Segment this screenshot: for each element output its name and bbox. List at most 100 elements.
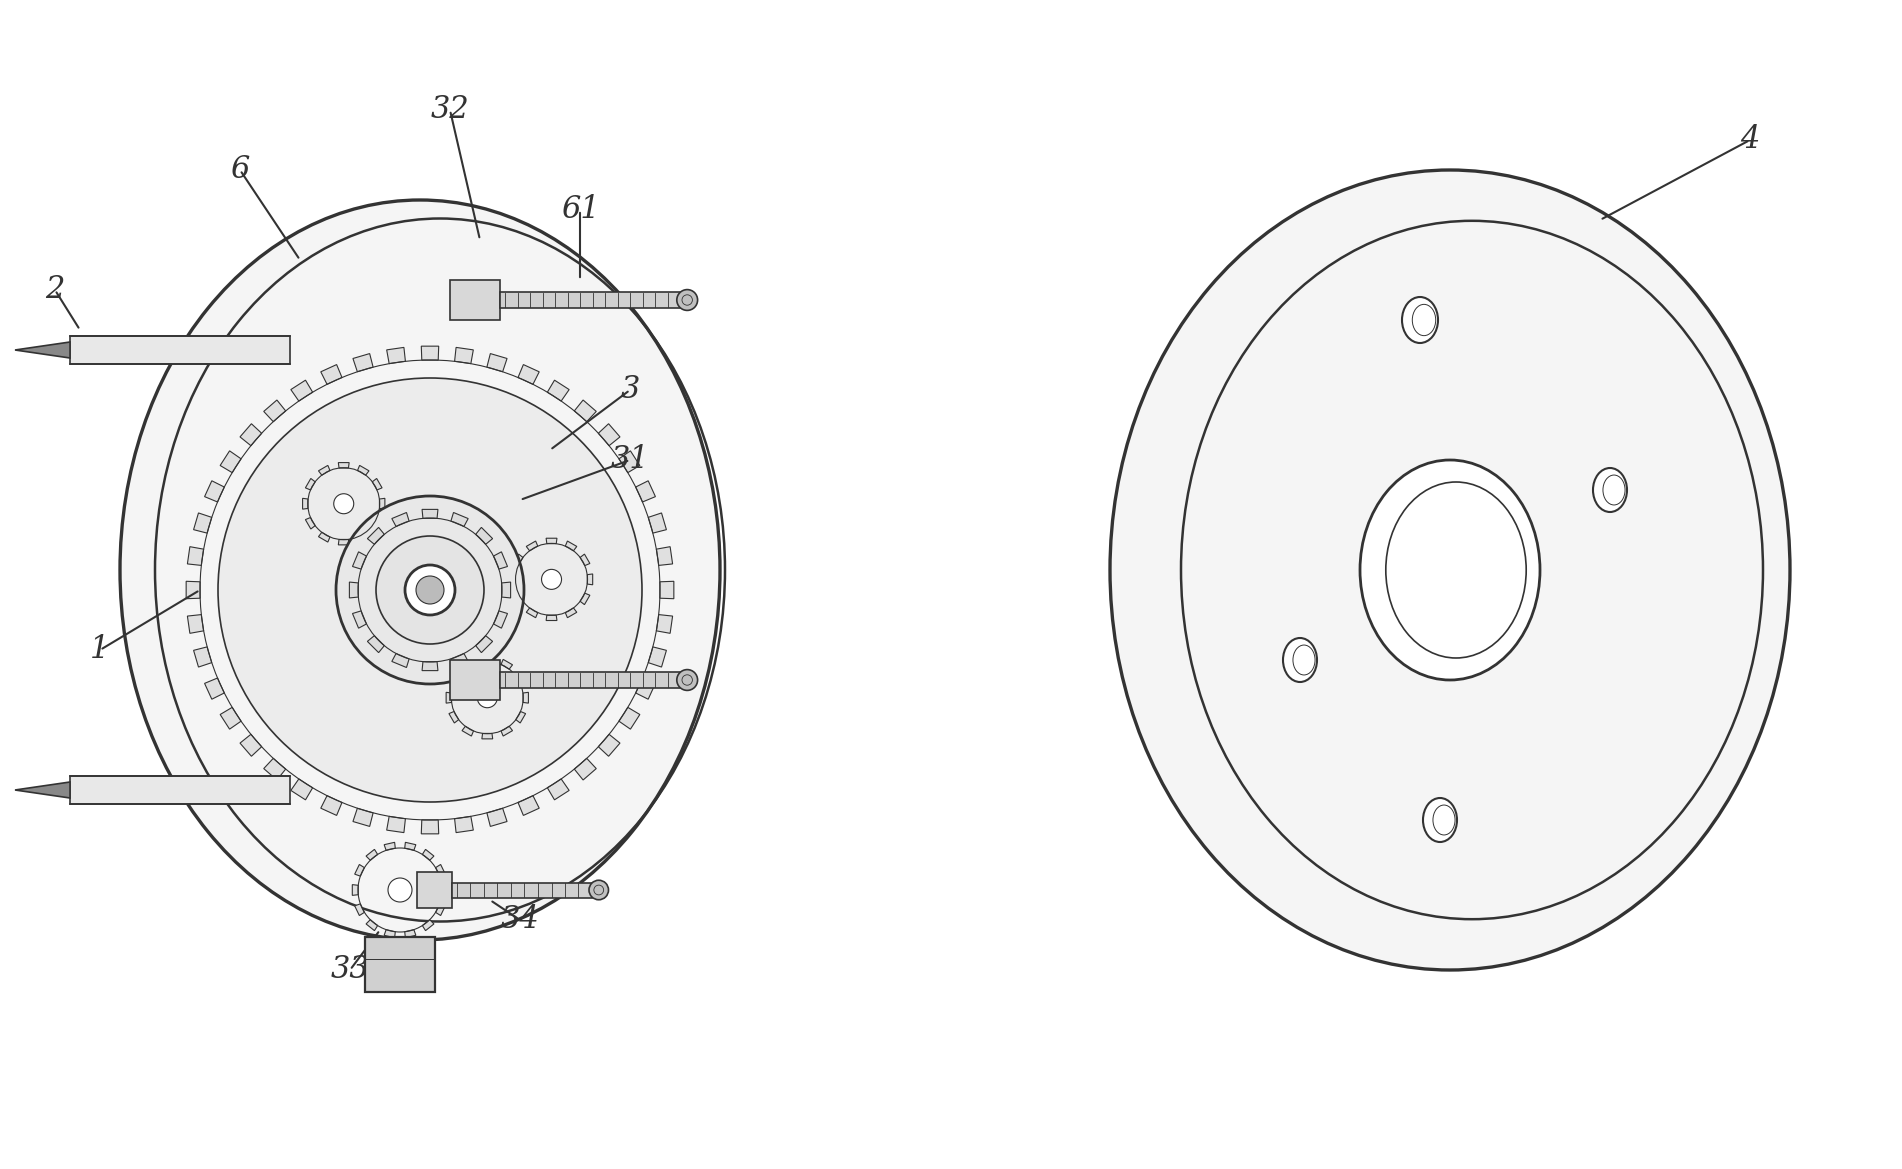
Polygon shape bbox=[422, 920, 434, 931]
Polygon shape bbox=[548, 380, 569, 401]
Polygon shape bbox=[441, 885, 447, 895]
Bar bbox=[70, 336, 289, 364]
Polygon shape bbox=[373, 518, 382, 530]
Polygon shape bbox=[367, 527, 384, 545]
Polygon shape bbox=[15, 343, 70, 358]
Polygon shape bbox=[365, 920, 378, 931]
Polygon shape bbox=[635, 480, 656, 502]
Polygon shape bbox=[321, 365, 342, 385]
Polygon shape bbox=[635, 678, 656, 699]
Circle shape bbox=[377, 537, 483, 644]
Polygon shape bbox=[339, 539, 350, 545]
Polygon shape bbox=[476, 527, 493, 545]
Polygon shape bbox=[422, 510, 437, 518]
Polygon shape bbox=[352, 885, 358, 895]
Polygon shape bbox=[373, 478, 382, 490]
Text: 32: 32 bbox=[430, 95, 470, 125]
Polygon shape bbox=[367, 636, 384, 652]
Polygon shape bbox=[291, 779, 312, 800]
Bar bbox=[451, 281, 500, 320]
Polygon shape bbox=[462, 659, 474, 669]
Polygon shape bbox=[455, 816, 474, 832]
Polygon shape bbox=[462, 726, 474, 736]
Polygon shape bbox=[221, 707, 242, 729]
Polygon shape bbox=[318, 465, 329, 475]
Polygon shape bbox=[384, 929, 396, 938]
Polygon shape bbox=[436, 904, 445, 915]
Polygon shape bbox=[188, 547, 204, 566]
Polygon shape bbox=[240, 423, 262, 445]
Polygon shape bbox=[318, 532, 329, 542]
Bar bbox=[451, 660, 500, 700]
Polygon shape bbox=[487, 353, 508, 372]
Circle shape bbox=[677, 670, 698, 691]
Circle shape bbox=[417, 576, 443, 604]
Polygon shape bbox=[15, 782, 70, 798]
Bar bbox=[417, 872, 453, 908]
Ellipse shape bbox=[1402, 297, 1438, 343]
Polygon shape bbox=[546, 538, 557, 544]
Circle shape bbox=[590, 880, 609, 900]
Polygon shape bbox=[515, 672, 525, 684]
Polygon shape bbox=[291, 380, 312, 401]
Polygon shape bbox=[350, 582, 358, 597]
Ellipse shape bbox=[1423, 798, 1457, 842]
Polygon shape bbox=[405, 929, 417, 938]
Polygon shape bbox=[588, 574, 593, 584]
Polygon shape bbox=[221, 451, 242, 472]
Ellipse shape bbox=[1111, 170, 1790, 970]
Polygon shape bbox=[354, 353, 373, 372]
Ellipse shape bbox=[1594, 468, 1626, 512]
Polygon shape bbox=[358, 465, 369, 475]
Bar bbox=[500, 672, 681, 689]
Polygon shape bbox=[264, 759, 285, 780]
Polygon shape bbox=[515, 712, 525, 722]
Polygon shape bbox=[546, 615, 557, 621]
Circle shape bbox=[405, 565, 455, 615]
Polygon shape bbox=[420, 346, 439, 360]
Polygon shape bbox=[358, 532, 369, 542]
Polygon shape bbox=[352, 552, 367, 569]
Polygon shape bbox=[205, 480, 224, 502]
Polygon shape bbox=[580, 593, 590, 604]
Ellipse shape bbox=[1360, 459, 1541, 680]
Polygon shape bbox=[487, 808, 508, 826]
Polygon shape bbox=[405, 843, 417, 850]
Polygon shape bbox=[527, 541, 538, 551]
Polygon shape bbox=[306, 518, 316, 530]
Polygon shape bbox=[422, 850, 434, 860]
Text: 4: 4 bbox=[1740, 125, 1759, 155]
Polygon shape bbox=[384, 843, 396, 850]
Polygon shape bbox=[493, 611, 508, 628]
Bar bbox=[453, 883, 592, 898]
Polygon shape bbox=[451, 512, 468, 526]
Polygon shape bbox=[420, 819, 439, 833]
Polygon shape bbox=[656, 547, 673, 566]
Polygon shape bbox=[321, 796, 342, 816]
Polygon shape bbox=[436, 864, 445, 876]
Polygon shape bbox=[392, 653, 409, 667]
Polygon shape bbox=[422, 662, 437, 671]
Polygon shape bbox=[517, 365, 540, 385]
Polygon shape bbox=[660, 581, 673, 599]
Ellipse shape bbox=[120, 200, 721, 940]
Polygon shape bbox=[339, 463, 350, 468]
Polygon shape bbox=[574, 400, 595, 422]
Polygon shape bbox=[194, 646, 211, 667]
Polygon shape bbox=[618, 451, 639, 472]
Polygon shape bbox=[514, 593, 523, 604]
Polygon shape bbox=[514, 554, 523, 566]
Polygon shape bbox=[523, 692, 529, 703]
Bar bbox=[365, 938, 436, 992]
Polygon shape bbox=[352, 611, 367, 628]
Ellipse shape bbox=[1284, 638, 1316, 682]
Polygon shape bbox=[656, 615, 673, 634]
Polygon shape bbox=[205, 678, 224, 699]
Polygon shape bbox=[240, 734, 262, 756]
Polygon shape bbox=[502, 582, 510, 597]
Polygon shape bbox=[548, 779, 569, 800]
Polygon shape bbox=[302, 498, 308, 510]
Polygon shape bbox=[365, 850, 378, 860]
Text: 31: 31 bbox=[611, 444, 649, 476]
Polygon shape bbox=[354, 808, 373, 826]
